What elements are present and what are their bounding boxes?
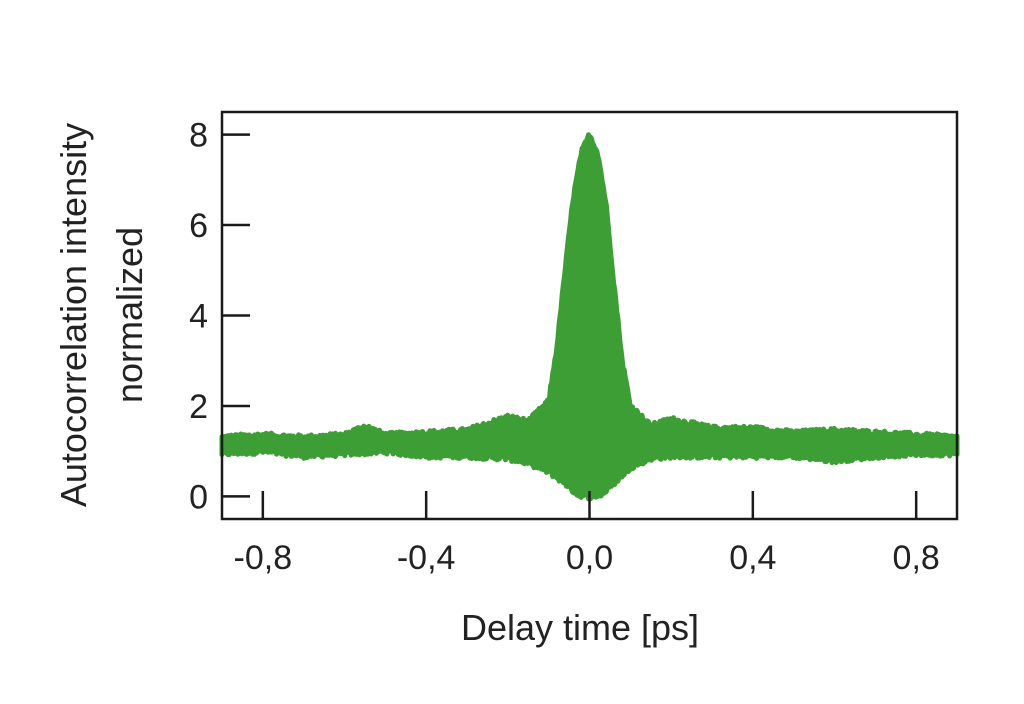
x-tick-label: -0,8 bbox=[234, 539, 293, 577]
y-tick-label: 8 bbox=[189, 117, 208, 155]
y-tick-label: 2 bbox=[189, 388, 208, 426]
x-tick-label: -0,4 bbox=[397, 539, 456, 577]
y-axis-title-line2: normalized bbox=[109, 227, 150, 403]
x-ticks: -0,8 -0,4 0,0 0,4 0,8 bbox=[234, 491, 940, 577]
plot-layer bbox=[219, 132, 960, 502]
y-ticks: 0 2 4 6 8 bbox=[189, 117, 250, 516]
x-tick-label: 0,0 bbox=[566, 539, 613, 577]
y-tick-label: 4 bbox=[189, 298, 208, 336]
x-tick-label: 0,4 bbox=[729, 539, 776, 577]
y-tick-label: 0 bbox=[189, 478, 208, 516]
x-axis-title: Delay time [ps] bbox=[461, 607, 699, 648]
y-tick-label: 6 bbox=[189, 207, 208, 245]
autocorrelation-trace bbox=[219, 132, 960, 502]
x-tick-label: 0,8 bbox=[893, 539, 940, 577]
y-axis-title-line1: Autocorrelation intensity bbox=[53, 123, 94, 507]
